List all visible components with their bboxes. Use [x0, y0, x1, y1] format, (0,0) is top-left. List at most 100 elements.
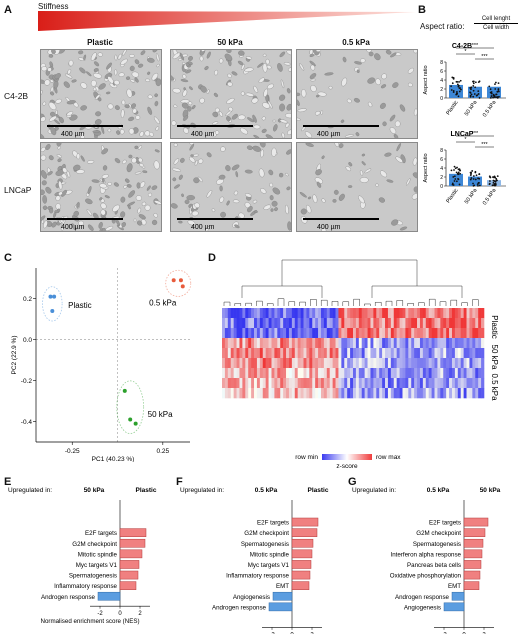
cell-shape: [234, 224, 240, 229]
heatmap-cell: [367, 368, 371, 379]
heatmap-cell: [393, 338, 397, 349]
heatmap-cell: [297, 388, 301, 399]
y-axis-title: PC2 (22.9 %): [11, 335, 18, 374]
x-tick-label: 0: [118, 611, 122, 617]
heatmap-cell: [335, 388, 339, 399]
heatmap-cell: [399, 388, 403, 399]
heatmap-cell: [405, 368, 409, 379]
heatmap-cell: [469, 358, 473, 369]
cell-shape: [79, 67, 86, 74]
cell-shape: [151, 72, 159, 81]
cell-shape: [211, 208, 216, 212]
cell-shape: [189, 156, 196, 163]
cell-shape: [55, 114, 60, 119]
heatmap-cell: [323, 358, 328, 369]
heatmap-cell: [475, 338, 479, 349]
heatmap-cell: [306, 338, 310, 349]
heatmap-cell: [385, 378, 389, 389]
heatmap-cell: [286, 338, 290, 349]
heatmap-cell: [355, 348, 360, 359]
heatmap-cell: [230, 338, 234, 349]
heatmap-cell: [440, 378, 444, 389]
heatmap-cell: [393, 328, 397, 339]
heatmap-cell: [254, 348, 258, 359]
heatmap-cell: [399, 328, 403, 339]
cell-shape: [200, 85, 207, 93]
cell-shape: [61, 189, 67, 197]
cell-shape: [76, 153, 81, 160]
heatmap-cell: [259, 338, 264, 349]
cell-shape: [134, 77, 139, 83]
heatmap-cell: [233, 318, 237, 329]
cell-shape: [134, 59, 140, 65]
heatmap-cell: [422, 378, 427, 389]
pca-point: [52, 294, 57, 299]
heatmap-cell: [335, 358, 339, 369]
cell-shape: [154, 149, 160, 153]
cell-dot: [458, 90, 461, 93]
micrograph-lncap-plastic: 400 µm: [40, 142, 162, 232]
heatmap-cell: [472, 328, 476, 339]
heatmap-cell: [434, 348, 438, 359]
heatmap-cell: [396, 368, 400, 379]
scalebar-label: 400 µm: [61, 131, 85, 138]
heatmap-cell: [291, 348, 296, 359]
heatmap-cell: [411, 368, 415, 379]
cell-shape: [364, 168, 372, 174]
heatmap-cell: [286, 378, 290, 389]
cell-shape: [272, 119, 277, 123]
heatmap-cell: [315, 368, 319, 379]
heatmap-cell: [274, 338, 278, 349]
cell-shape: [361, 161, 366, 166]
cell-shape: [102, 165, 108, 171]
heatmap-cell: [245, 328, 249, 339]
cell-shape: [141, 201, 147, 206]
cell-shape: [309, 73, 317, 79]
heatmap-cell: [332, 308, 336, 319]
heatmap-cell: [446, 308, 450, 319]
cell-shape: [269, 195, 274, 201]
heatmap-cell: [440, 318, 444, 329]
cell-shape: [85, 198, 93, 205]
heatmap-cell: [446, 358, 450, 369]
heatmap-cell: [364, 328, 368, 339]
heatmap-cell: [358, 338, 363, 349]
row-title-lncap: LNCaP: [4, 185, 32, 195]
pathway-label: G2M checkpoint: [244, 530, 289, 537]
heatmap-cell: [271, 308, 275, 319]
cell-shape: [93, 68, 99, 73]
heatmap-cell: [353, 328, 357, 339]
cell-shape: [194, 202, 200, 208]
heatmap-cell: [451, 318, 456, 329]
heatmap-cell: [466, 388, 470, 399]
cell-shape: [56, 143, 62, 147]
cell-shape: [193, 177, 200, 184]
heatmap-cell: [440, 368, 444, 379]
pathway-label: Myc targets V1: [248, 562, 290, 569]
nes-bar: [119, 560, 140, 569]
heatmap-cell: [283, 378, 287, 389]
cell-dot: [456, 166, 458, 169]
heatmap-cell: [481, 348, 485, 359]
heatmap-cell: [422, 338, 427, 349]
heatmap-cell: [341, 378, 345, 389]
heatmap-cell: [417, 328, 421, 339]
heatmap-cell: [233, 328, 237, 339]
cell-shape: [191, 210, 199, 217]
heatmap-cell: [300, 388, 304, 399]
cell-shape: [127, 201, 136, 207]
cell-dot: [478, 177, 481, 180]
cell-shape: [279, 172, 284, 178]
heatmap-cell: [224, 308, 229, 319]
cell-shape: [280, 79, 285, 89]
heatmap-cell: [248, 388, 252, 399]
heatmap-cell: [367, 348, 371, 359]
heatmap-cell: [454, 348, 459, 359]
heatmap-cell: [481, 338, 485, 349]
nes-bar: [291, 549, 313, 559]
cell-dot: [478, 184, 481, 187]
heatmap-cell: [440, 348, 444, 359]
heatmap-cell: [460, 388, 464, 399]
heatmap-cell: [280, 348, 284, 359]
